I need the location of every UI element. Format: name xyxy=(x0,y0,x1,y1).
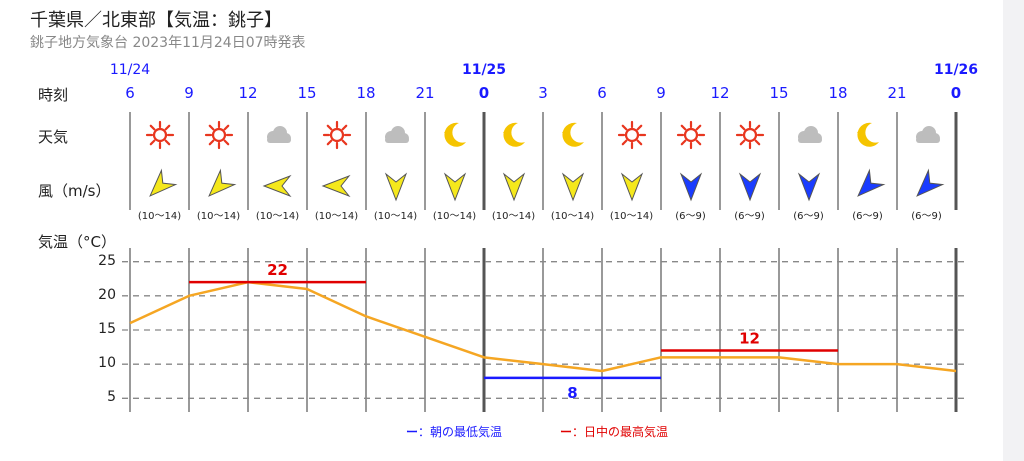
sunny-icon xyxy=(730,118,770,152)
issued-info: 銚子地方気象台 2023年11月24日07時発表 xyxy=(30,35,306,51)
wind-arrow-icon xyxy=(435,166,475,206)
hour-label: 12 xyxy=(710,84,730,102)
legend-max-dash: ー xyxy=(560,425,573,439)
wind-arrow-icon xyxy=(199,166,239,206)
wind-arrow-icon xyxy=(789,166,829,206)
wind-speed-label: (10〜14) xyxy=(196,211,241,222)
daytime-max-value-label: 12 xyxy=(739,330,760,348)
wind-arrow-icon xyxy=(612,166,652,206)
clear-night-icon xyxy=(494,118,534,152)
weather-row-label: 天気 xyxy=(38,128,69,146)
wind-arrow-icon xyxy=(494,166,534,206)
cloudy-icon xyxy=(789,118,829,152)
y-tick-label: 20 xyxy=(98,286,116,303)
wind-speed-label: (10〜14) xyxy=(314,211,359,222)
date-label-1126: 11/26 xyxy=(933,62,979,78)
wind-speed-label: (10〜14) xyxy=(137,211,182,222)
temperature-chart: 22 8 12 xyxy=(122,112,964,412)
clear-night-icon xyxy=(435,118,475,152)
wind-speed-label: (10〜14) xyxy=(432,211,477,222)
morning-min-value-label: 8 xyxy=(567,384,577,402)
wind-row-label: 風（m/s） xyxy=(38,182,111,200)
hour-label: 0 xyxy=(478,84,490,102)
y-tick-label: 25 xyxy=(98,252,116,269)
daytime-max-value-label: 22 xyxy=(267,261,288,279)
wind-speed-label: (10〜14) xyxy=(255,211,300,222)
hour-label: 15 xyxy=(769,84,789,102)
hour-label: 3 xyxy=(538,84,548,102)
wind-arrow-icon xyxy=(848,166,888,206)
temp-row-label: 気温（°C） xyxy=(38,233,116,251)
legend-daytime-max: ー：日中の最高気温 xyxy=(560,423,668,440)
legend-max-text: ：日中の最高気温 xyxy=(572,425,669,439)
hour-label: 9 xyxy=(656,84,666,102)
wind-arrow-icon xyxy=(907,166,947,206)
wind-arrow-icon xyxy=(730,166,770,206)
cloudy-icon xyxy=(376,118,416,152)
hour-label: 12 xyxy=(238,84,258,102)
legend-min-dash: ー xyxy=(406,425,419,439)
wind-speed-label: (6〜9) xyxy=(793,211,824,222)
sunny-icon xyxy=(612,118,652,152)
wind-speed-label: (6〜9) xyxy=(675,211,706,222)
page-title: 千葉県／北東部【気温：銚子】 xyxy=(30,10,282,31)
hour-label: 0 xyxy=(950,84,962,102)
temperature-line xyxy=(129,280,957,373)
wind-speed-label: (10〜14) xyxy=(491,211,536,222)
wind-speed-label: (10〜14) xyxy=(373,211,418,222)
wind-arrow-icon xyxy=(258,166,298,206)
cloudy-icon xyxy=(907,118,947,152)
y-tick-label: 15 xyxy=(98,321,116,337)
hour-label: 18 xyxy=(828,84,848,102)
wind-arrow-icon xyxy=(671,166,711,206)
date-label-1125: 11/25 xyxy=(461,62,507,78)
wind-speed-label: (6〜9) xyxy=(852,211,883,222)
sunny-icon xyxy=(317,118,357,152)
legend-morning-min: ー：朝の最低気温 xyxy=(406,423,502,440)
wind-speed-label: (10〜14) xyxy=(609,211,654,222)
sunny-icon xyxy=(671,118,711,152)
wind-arrow-icon xyxy=(376,166,416,206)
wind-speed-label: (6〜9) xyxy=(911,211,942,222)
hour-label: 6 xyxy=(125,84,135,102)
wind-arrow-icon xyxy=(317,166,357,206)
hour-label: 6 xyxy=(597,84,607,102)
sunny-icon xyxy=(140,118,180,152)
wind-speed-label: (6〜9) xyxy=(734,211,765,222)
wind-arrow-icon xyxy=(140,166,180,206)
hour-label: 21 xyxy=(415,84,435,102)
y-tick-label: 5 xyxy=(107,389,116,406)
hour-label: 15 xyxy=(297,84,317,102)
wind-arrow-icon xyxy=(553,166,593,206)
date-label-1124: 11/24 xyxy=(109,62,151,78)
hour-label: 9 xyxy=(184,84,194,102)
hour-label: 21 xyxy=(887,84,907,102)
hour-label: 18 xyxy=(356,84,376,102)
clear-night-icon xyxy=(553,118,593,152)
sunny-icon xyxy=(199,118,239,152)
clear-night-icon xyxy=(848,118,888,152)
right-edge-panel xyxy=(1003,0,1024,461)
y-tick-label: 10 xyxy=(98,355,116,372)
legend-min-text: ：朝の最低気温 xyxy=(418,425,503,439)
wind-speed-label: (10〜14) xyxy=(550,211,595,222)
cloudy-icon xyxy=(258,118,298,152)
time-row-label: 時刻 xyxy=(38,86,69,104)
